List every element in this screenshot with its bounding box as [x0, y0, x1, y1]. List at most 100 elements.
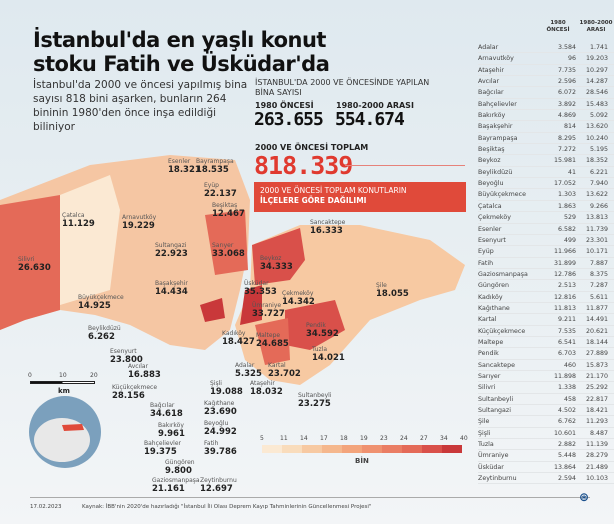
district-total: 16.883	[128, 370, 161, 380]
between-count: 14.287	[585, 78, 608, 86]
district-total: 9.961	[158, 429, 185, 439]
district-total: 5.325	[235, 369, 262, 379]
map-label-26: Kadıköy 18.427	[222, 330, 255, 347]
scale-tick: 0	[28, 372, 32, 379]
district-name: Başakşehir	[155, 280, 188, 287]
district-name: Esenyurt	[110, 348, 137, 355]
district-name: Beyoğlu	[204, 420, 229, 427]
table-row: Beyoğlu 17.052 7.940	[478, 178, 614, 190]
table-row: Kadıköy 12.816 5.611	[478, 292, 614, 303]
legend-unit: BİN	[355, 457, 369, 465]
district-total: 14.342	[282, 297, 315, 307]
between-count: 23.301	[585, 236, 608, 244]
table-row: Beylikdüzü 41 6.221	[478, 167, 614, 179]
between-count: 7.887	[589, 259, 608, 267]
scale-unit: km	[58, 387, 70, 395]
district-total: 33.727	[252, 309, 285, 319]
map-label-1: Çatalca 11.129	[62, 212, 95, 229]
table-row: Bahçelievler 3.892 15.483	[478, 99, 614, 111]
legend-swatch	[362, 445, 382, 453]
district-total: 21.161	[152, 484, 185, 494]
legend-swatch	[342, 445, 362, 453]
before-1980-count: 1.338	[557, 384, 576, 392]
map-label-3: Sultangazi 22.923	[155, 242, 188, 259]
district-name: Maltepe	[478, 338, 504, 346]
table-row: Maltepe 6.541 18.144	[478, 337, 614, 349]
map-label-6: Büyükçekmece 14.925	[78, 294, 124, 311]
scale-tick: 10	[59, 372, 67, 379]
pendik-region	[285, 300, 345, 350]
before-1980-count: 31.899	[553, 259, 576, 267]
district-name: Üsküdar	[478, 463, 504, 471]
district-name: Ümraniye	[252, 302, 282, 309]
legend-tick: 18	[340, 435, 348, 442]
table-row: Eyüp 11.966 10.171	[478, 246, 614, 258]
table-row: Sarıyer 11.898 21.170	[478, 371, 614, 383]
column-header-1980-2000: 1980-2000 ARASI	[579, 20, 613, 33]
district-name: Ataşehir	[250, 380, 275, 387]
legend-tick: 17	[320, 435, 328, 442]
district-total: 23.275	[298, 399, 331, 409]
table-row: Küçükçekmece 7.535 20.621	[478, 326, 614, 337]
table-row: Adalar 3.584 1.741	[478, 42, 614, 54]
district-name: Üsküdar	[244, 280, 269, 287]
district-name: Zeytinburnu	[478, 475, 517, 483]
silivri-region	[0, 195, 60, 330]
district-name: Şile	[376, 282, 387, 289]
district-total: 6.262	[88, 332, 115, 342]
before-1980-count: 1.303	[557, 191, 576, 199]
district-total: 23.702	[268, 369, 301, 379]
district-name: Silivri	[478, 384, 496, 392]
before-1980-count: 11.966	[553, 248, 576, 256]
district-name: Bakırköy	[158, 422, 184, 429]
district-name: Kağıthane	[478, 304, 510, 312]
district-name: Esenyurt	[478, 236, 506, 244]
between-count: 11.139	[585, 441, 608, 449]
footer-divider	[30, 497, 590, 498]
map-label-12: Esenyurt 23.800	[110, 348, 143, 365]
district-total: 14.925	[78, 301, 111, 311]
map-label-32: Beykoz 34.333	[260, 255, 293, 272]
district-total: 14.434	[155, 287, 188, 297]
map-label-23: Kağıthane 23.690	[204, 400, 237, 417]
district-name: Şişli	[478, 429, 491, 437]
table-row: Fatih 31.899 7.887	[478, 258, 614, 269]
district-name: Büyükçekmece	[78, 294, 124, 301]
before-1980-count: 41	[567, 168, 576, 176]
district-total: 9.800	[165, 466, 192, 476]
before-1980-value: 263.655	[254, 109, 324, 130]
before-1980-count: 6.703	[557, 350, 576, 358]
between-count: 18.421	[585, 407, 608, 414]
district-name: Sancaktepe	[478, 361, 516, 369]
map-label-11: Beylikdüzü 6.262	[88, 325, 121, 342]
district-name: Arnavutköy	[478, 55, 514, 63]
between-count: 15.873	[585, 361, 608, 369]
legend-swatch	[402, 445, 422, 453]
map-label-36: Pendik 34.592	[306, 322, 339, 339]
district-name: Maltepe	[256, 332, 281, 339]
district-name: Beykoz	[260, 255, 282, 262]
turkey-marker	[62, 424, 84, 431]
between-count: 21.170	[585, 372, 608, 380]
before-1980-count: 4.869	[557, 112, 576, 120]
district-name: Sultanbeyli	[478, 395, 514, 403]
district-name: Beşiktaş	[212, 202, 238, 209]
district-name: Sancaktepe	[310, 219, 346, 226]
table-row: Bakırköy 4.869 5.092	[478, 110, 614, 122]
map-label-38: Sultanbeyli 23.275	[298, 392, 332, 409]
before-1980-count: 9.211	[557, 316, 576, 324]
between-count: 13.813	[585, 214, 608, 222]
district-name: Adalar	[478, 44, 499, 51]
district-name: Tuzla	[478, 441, 494, 449]
district-total: 24.992	[204, 427, 237, 437]
table-row: Sultanbeyli 458 22.817	[478, 394, 614, 405]
district-name: Küçükçekmece	[112, 384, 158, 391]
map-label-17: Bahçelievler 19.375	[144, 440, 181, 457]
between-count: 27.889	[585, 350, 608, 358]
district-name: Esenler	[478, 225, 502, 233]
district-name: Sarıyer	[212, 242, 234, 249]
district-name: Ümraniye	[478, 452, 509, 460]
divider	[345, 165, 465, 166]
district-total: 34.592	[306, 329, 339, 339]
